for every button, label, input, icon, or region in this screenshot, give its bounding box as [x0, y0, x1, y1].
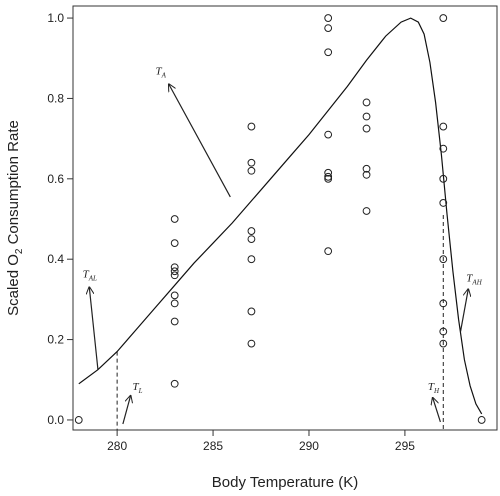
data-point: [324, 14, 333, 22]
data-point: [362, 98, 371, 107]
data-point: [439, 174, 448, 183]
annotation-letter: T: [132, 381, 139, 393]
fitted-curve: [78, 17, 483, 415]
annotation-arrow-th: [433, 398, 441, 423]
data-point: [439, 122, 448, 131]
threshold-lines: [116, 214, 444, 430]
data-point: [324, 168, 333, 177]
annotation-arrow-tah: [459, 289, 469, 332]
data-point: [170, 239, 179, 248]
data-point: [439, 14, 448, 22]
data-point: [170, 263, 179, 272]
y-tick-label: 0.8: [47, 91, 64, 105]
data-point: [439, 299, 448, 308]
data-point: [439, 144, 448, 153]
x-tick-label: 280: [107, 439, 127, 453]
data-point: [247, 122, 256, 131]
annotation-arrow-ta: [169, 84, 231, 198]
annotation-arrow-tl: [122, 396, 131, 425]
data-point: [247, 158, 256, 167]
annotation-subscript: H: [433, 387, 440, 395]
annotation-subscript: L: [138, 387, 143, 395]
annotation-subscript: A: [161, 71, 167, 79]
y-axis-title: Scaled O2 Consumption Rate: [5, 120, 25, 316]
data-point: [439, 339, 448, 348]
data-point: [439, 199, 448, 207]
data-points: [74, 14, 486, 424]
annotation-subscript: AL: [88, 274, 97, 282]
annotation-letter: T: [428, 381, 435, 393]
annotation-label-tal: TAL: [83, 268, 97, 282]
axis-ticks: 280 285 290 295 0.0 0.2 0.4 0.6 0.8 1.0: [47, 11, 415, 453]
data-point: [247, 255, 256, 264]
data-point: [362, 170, 371, 179]
data-point: [362, 207, 371, 215]
data-point: [324, 172, 333, 181]
data-point: [324, 48, 333, 57]
data-point: [477, 416, 486, 424]
y-axis-title-main: Scaled O: [5, 254, 22, 316]
data-point: [247, 339, 256, 348]
data-point: [362, 124, 371, 133]
y-tick-label: 1.0: [47, 11, 64, 25]
annotation-arrow-tal: [89, 287, 99, 370]
data-point: [362, 164, 371, 173]
y-tick-label: 0.2: [47, 333, 64, 347]
data-point: [439, 255, 448, 264]
data-point: [439, 327, 448, 336]
data-point: [324, 247, 333, 256]
data-point: [247, 227, 256, 235]
y-tick-label: 0.6: [47, 172, 64, 186]
data-point: [170, 271, 179, 280]
data-point: [247, 307, 256, 316]
x-tick-label: 295: [395, 439, 415, 453]
data-point: [170, 317, 179, 326]
annotation-label-tl: TL: [132, 381, 142, 395]
y-tick-label: 0.0: [47, 413, 64, 427]
data-point: [170, 299, 179, 308]
data-point: [247, 235, 256, 243]
y-axis-title-sub: 2: [14, 248, 25, 254]
data-point: [247, 166, 256, 175]
x-tick-label: 290: [299, 439, 319, 453]
data-point: [170, 267, 179, 276]
data-point: [324, 174, 333, 183]
annotation-label-ta: TA: [155, 65, 166, 79]
data-point: [170, 379, 179, 388]
data-point: [74, 416, 83, 424]
annotation-label-tah: TAH: [466, 272, 482, 286]
annotation-subscript: AH: [471, 278, 482, 286]
data-point: [324, 24, 333, 33]
data-point: [170, 215, 179, 223]
y-tick-label: 0.4: [47, 252, 64, 266]
annotation-label-th: TH: [428, 381, 440, 395]
x-axis-title: Body Temperature (K): [212, 474, 358, 491]
annotation-letter: T: [155, 65, 162, 77]
data-point: [170, 291, 179, 300]
data-point: [324, 130, 333, 139]
plot-frame: [72, 5, 498, 431]
data-point: [362, 112, 371, 121]
x-tick-label: 285: [203, 439, 223, 453]
annotation-letter: T: [466, 272, 473, 284]
annotation-letter: T: [83, 268, 90, 280]
y-axis-title-rest: Consumption Rate: [5, 120, 22, 248]
